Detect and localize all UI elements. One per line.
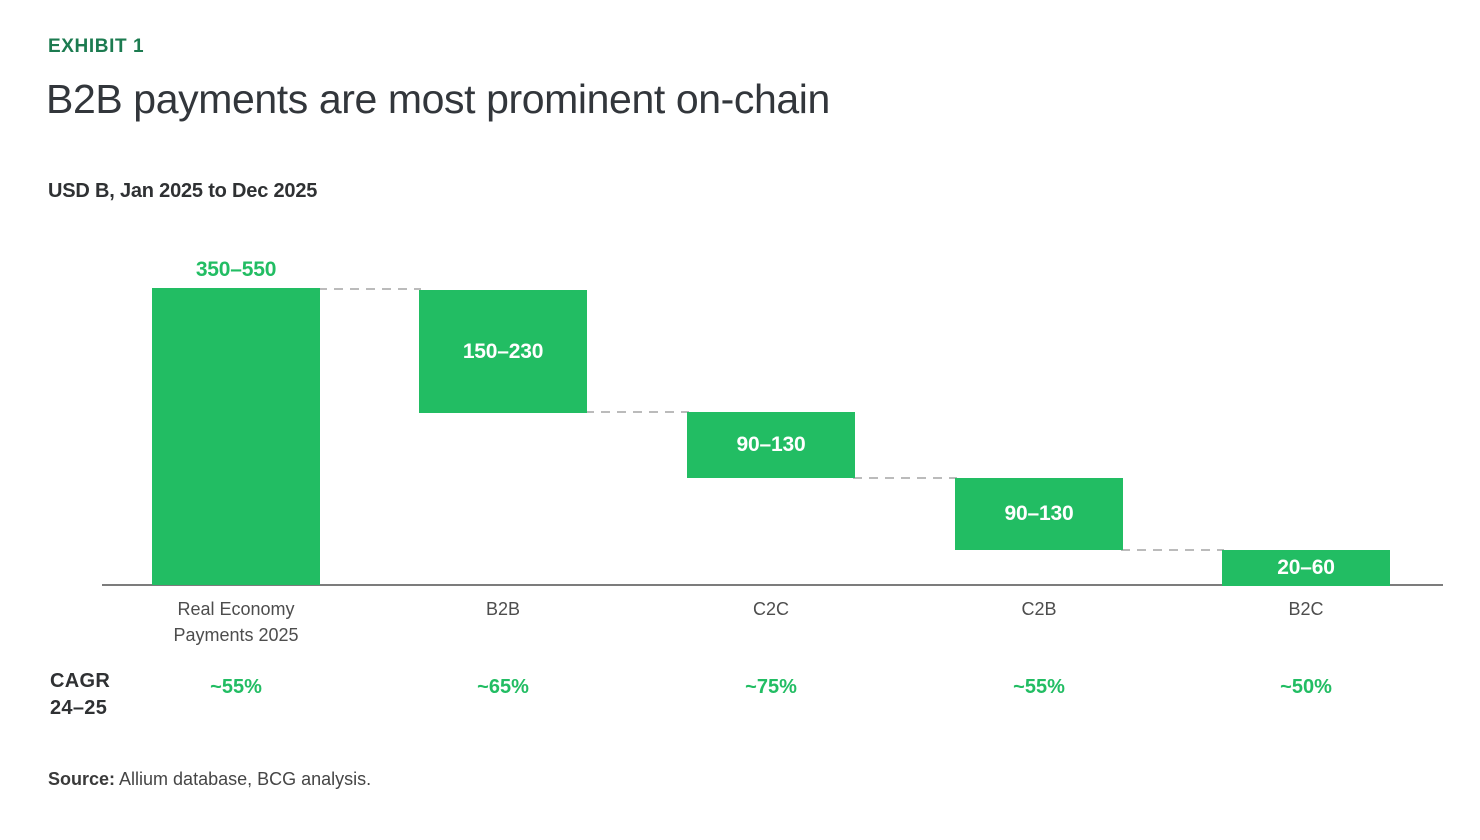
waterfall-connector [585, 411, 689, 413]
category-label: Real Economy Payments 2025 [173, 599, 299, 646]
cagr-value: ~55% [1013, 676, 1065, 698]
bar-value-label: 350–550 [195, 258, 277, 281]
page-title: B2B payments are most prominent on-chain [46, 76, 830, 122]
source-text: Allium database, BCG analysis. [115, 769, 372, 789]
cagr-row-header-line1: CAGR [50, 670, 111, 692]
cagr-value: ~50% [1280, 676, 1332, 698]
cagr-row-header-line2: 24–25 [50, 697, 108, 719]
source-label: Source: [48, 769, 116, 789]
waterfall-bar-c2c: 90–130 [687, 412, 855, 478]
source-note: Source: Allium database, BCG analysis. [48, 769, 371, 790]
exhibit-label: EXHIBIT 1 [48, 36, 145, 57]
cagr-row-header: CAGR 24–25 [50, 668, 110, 722]
cagr-value: ~55% [210, 676, 262, 698]
chart-unit-subtitle: USD B, Jan 2025 to Dec 2025 [48, 180, 318, 202]
cagr-value: ~75% [745, 676, 797, 698]
cagr-value: ~65% [477, 676, 529, 698]
waterfall-connector [318, 288, 421, 290]
x-axis-line [102, 584, 1443, 586]
waterfall-bar-b2b: 150–230 [419, 290, 587, 413]
waterfall-bar-b2c: 20–60 [1222, 550, 1390, 586]
waterfall-connector [1121, 549, 1224, 551]
bar-value-label: 20–60 [1277, 556, 1335, 579]
waterfall-connector [853, 477, 957, 479]
waterfall-bar-c2b: 90–130 [955, 478, 1123, 550]
category-label: B2B [485, 599, 521, 619]
bar-value-label: 90–130 [736, 433, 806, 456]
category-label: C2B [1021, 599, 1057, 619]
waterfall-bar-real [152, 288, 320, 585]
bar-value-label: 90–130 [1004, 502, 1074, 525]
bar-value-label: 150–230 [462, 339, 544, 363]
category-label: C2C [752, 599, 789, 619]
category-label: B2C [1288, 599, 1324, 619]
